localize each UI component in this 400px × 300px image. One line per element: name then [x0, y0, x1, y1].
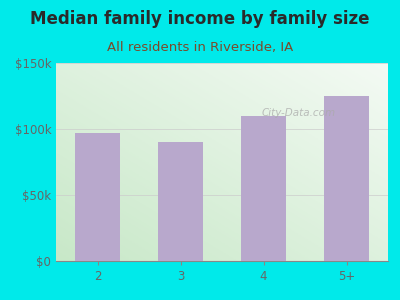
Text: All residents in Riverside, IA: All residents in Riverside, IA: [107, 40, 293, 53]
Text: City-Data.com: City-Data.com: [261, 107, 336, 118]
Bar: [158, 142, 203, 261]
Bar: [75, 133, 120, 261]
Text: Median family income by family size: Median family income by family size: [30, 11, 370, 28]
Bar: [324, 96, 369, 261]
Bar: [241, 116, 286, 261]
